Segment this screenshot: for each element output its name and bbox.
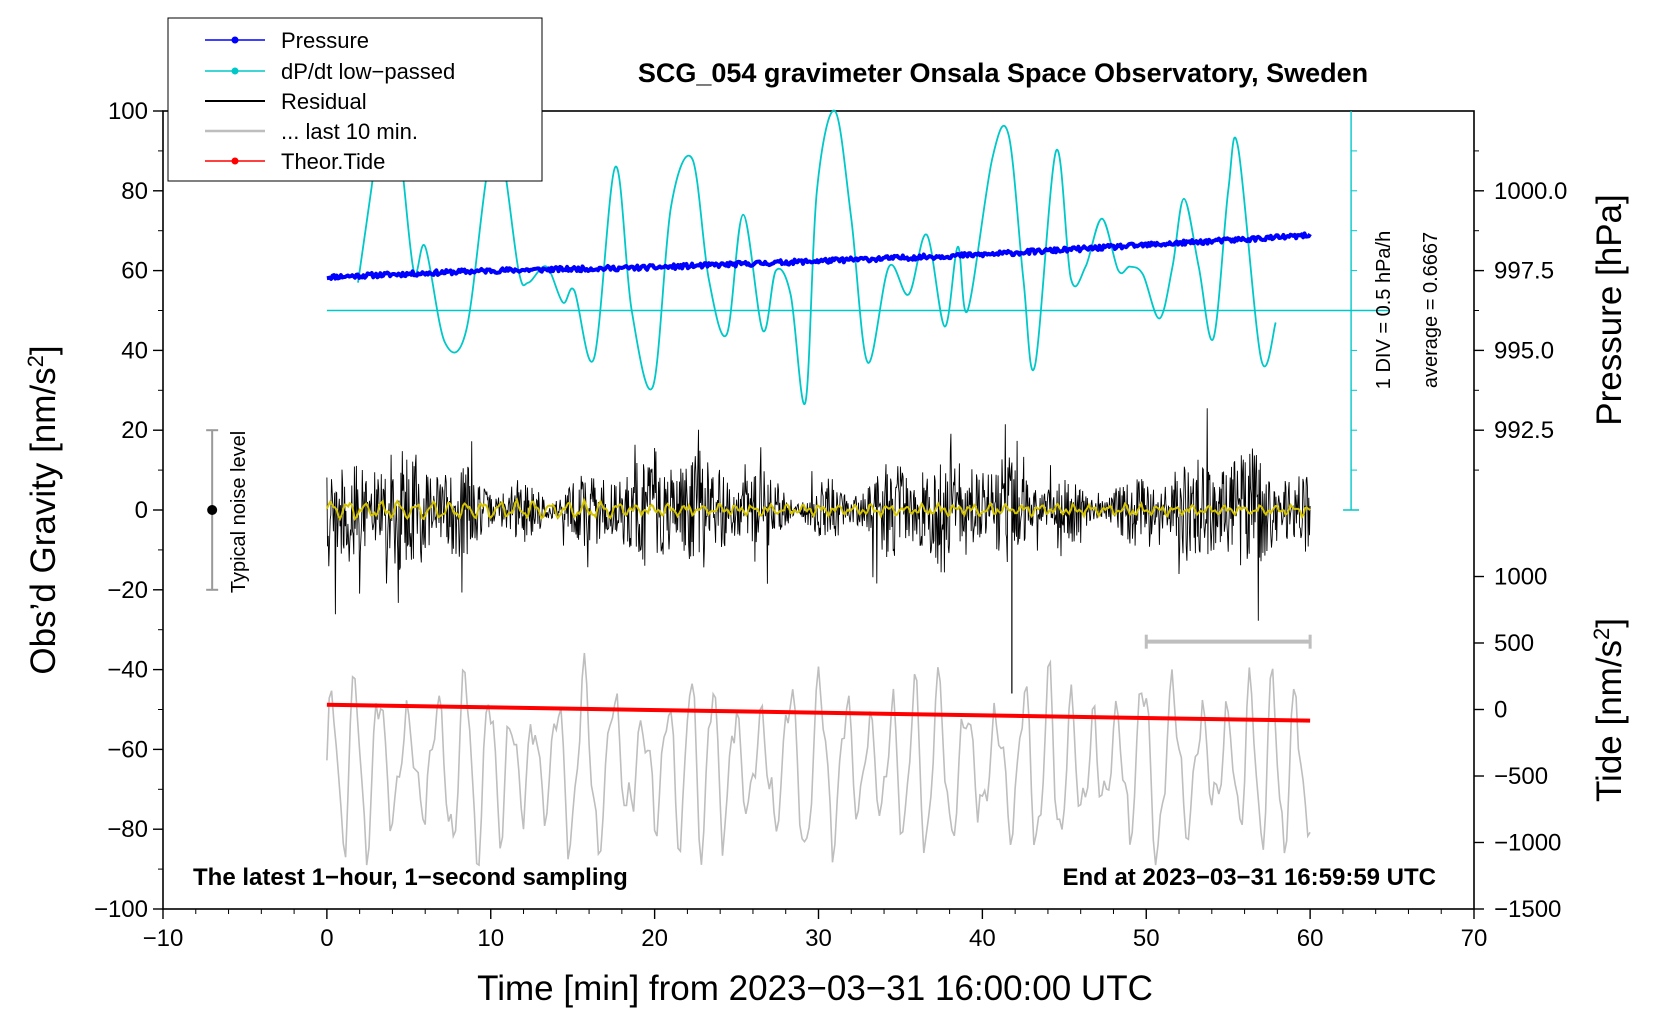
pressure-tick-label: 1000.0: [1494, 178, 1567, 205]
scale-annotation-div: 1 DIV = 0.5 hPa/h: [1373, 231, 1395, 389]
tide-tick-label: 500: [1494, 630, 1534, 657]
y-tick-label: −100: [94, 896, 148, 923]
pressure-tick-label: 992.5: [1494, 417, 1554, 444]
x-tick-label: −10: [143, 925, 184, 952]
series-tide-line: [326, 702, 1311, 723]
x-tick-label: 50: [1133, 925, 1160, 952]
axes: −10 0 10 20 30 40 50 60 70100806040200−20−40−60−…: [94, 98, 1567, 952]
y-tick-label: −40: [107, 657, 148, 684]
x-tick-label: 0: [320, 925, 333, 952]
tide-tick-label: −1000: [1494, 829, 1561, 856]
pressure-tick-label: 997.5: [1494, 258, 1554, 285]
legend-label-last10: ... last 10 min.: [281, 119, 418, 144]
y-tick-label: 100: [108, 98, 148, 125]
tide-axis-label-close: ]: [1590, 618, 1629, 628]
x-tick-label: 70: [1461, 925, 1488, 952]
legend-box: [167, 17, 543, 182]
annotations: [206, 429, 1312, 649]
y-tick-label: −80: [107, 816, 148, 843]
data-series: [325, 96, 1389, 867]
series-residual-line: [326, 408, 1311, 621]
tide-axis-label-text: Tide [nm/s: [1590, 640, 1629, 802]
y-tick-label: −20: [107, 577, 148, 604]
y-axis-label-text: Obs’d Gravity [nm/s: [24, 367, 63, 674]
tide-tick-label: 1000: [1494, 564, 1547, 591]
y-axis-label-close: ]: [24, 345, 63, 355]
y-axis-label-sup: 2: [23, 355, 48, 367]
x-tick-label: 60: [1297, 925, 1324, 952]
legend-marker-tide: [231, 157, 239, 165]
series-last10-line: [326, 652, 1311, 867]
noise-level-label: Typical noise level: [228, 431, 250, 593]
scale-annotation-average: average = 0.6667: [1420, 232, 1442, 388]
y-axis-label: Obs’d Gravity [nm/s2]: [23, 345, 63, 674]
y-tick-label: 40: [121, 337, 148, 364]
y-tick-label: 0: [135, 497, 148, 524]
y-tick-label: 20: [121, 417, 148, 444]
x-tick-label: 40: [969, 925, 996, 952]
x-tick-label: 20: [641, 925, 668, 952]
pressure-tick-label: 995.0: [1494, 337, 1554, 364]
x-tick-label: 10: [477, 925, 504, 952]
legend-marker-dpdt: [231, 67, 239, 75]
y-tick-label: 80: [121, 178, 148, 205]
y-tick-label: 60: [121, 258, 148, 285]
tide-tick-label: 0: [1494, 697, 1507, 724]
footer-left-note: The latest 1−hour, 1−second sampling: [193, 864, 628, 891]
legend-label-dpdt: dP/dt low−passed: [281, 59, 455, 84]
pressure-axis-label: Pressure [hPa]: [1590, 194, 1629, 426]
chart-title: SCG_054 gravimeter Onsala Space Observat…: [638, 58, 1368, 88]
series-residual-smooth-line: [325, 496, 1311, 522]
legend-marker-pressure: [231, 36, 239, 44]
y-tick-label: −60: [107, 736, 148, 763]
footer-right-note: End at 2023−03−31 16:59:59 UTC: [1062, 864, 1436, 891]
noise-level-center-dot: [207, 505, 218, 515]
legend: Pressure dP/dt low−passed Residual ... l…: [167, 17, 543, 182]
tide-tick-label: −500: [1494, 763, 1548, 790]
legend-label-tide: Theor.Tide: [281, 149, 385, 174]
tide-tick-label: −1500: [1494, 896, 1561, 923]
tide-axis-label: Tide [nm/s2]: [1589, 618, 1629, 802]
tide-axis-label-sup: 2: [1589, 628, 1614, 640]
series-dpdt-line: [357, 96, 1277, 406]
x-tick-label: 30: [805, 925, 832, 952]
x-axis-label: Time [min] from 2023−03−31 16:00:00 UTC: [477, 969, 1153, 1008]
series-pressure-line: [326, 231, 1312, 281]
legend-label-pressure: Pressure: [281, 28, 369, 53]
legend-label-residual: Residual: [281, 89, 367, 114]
